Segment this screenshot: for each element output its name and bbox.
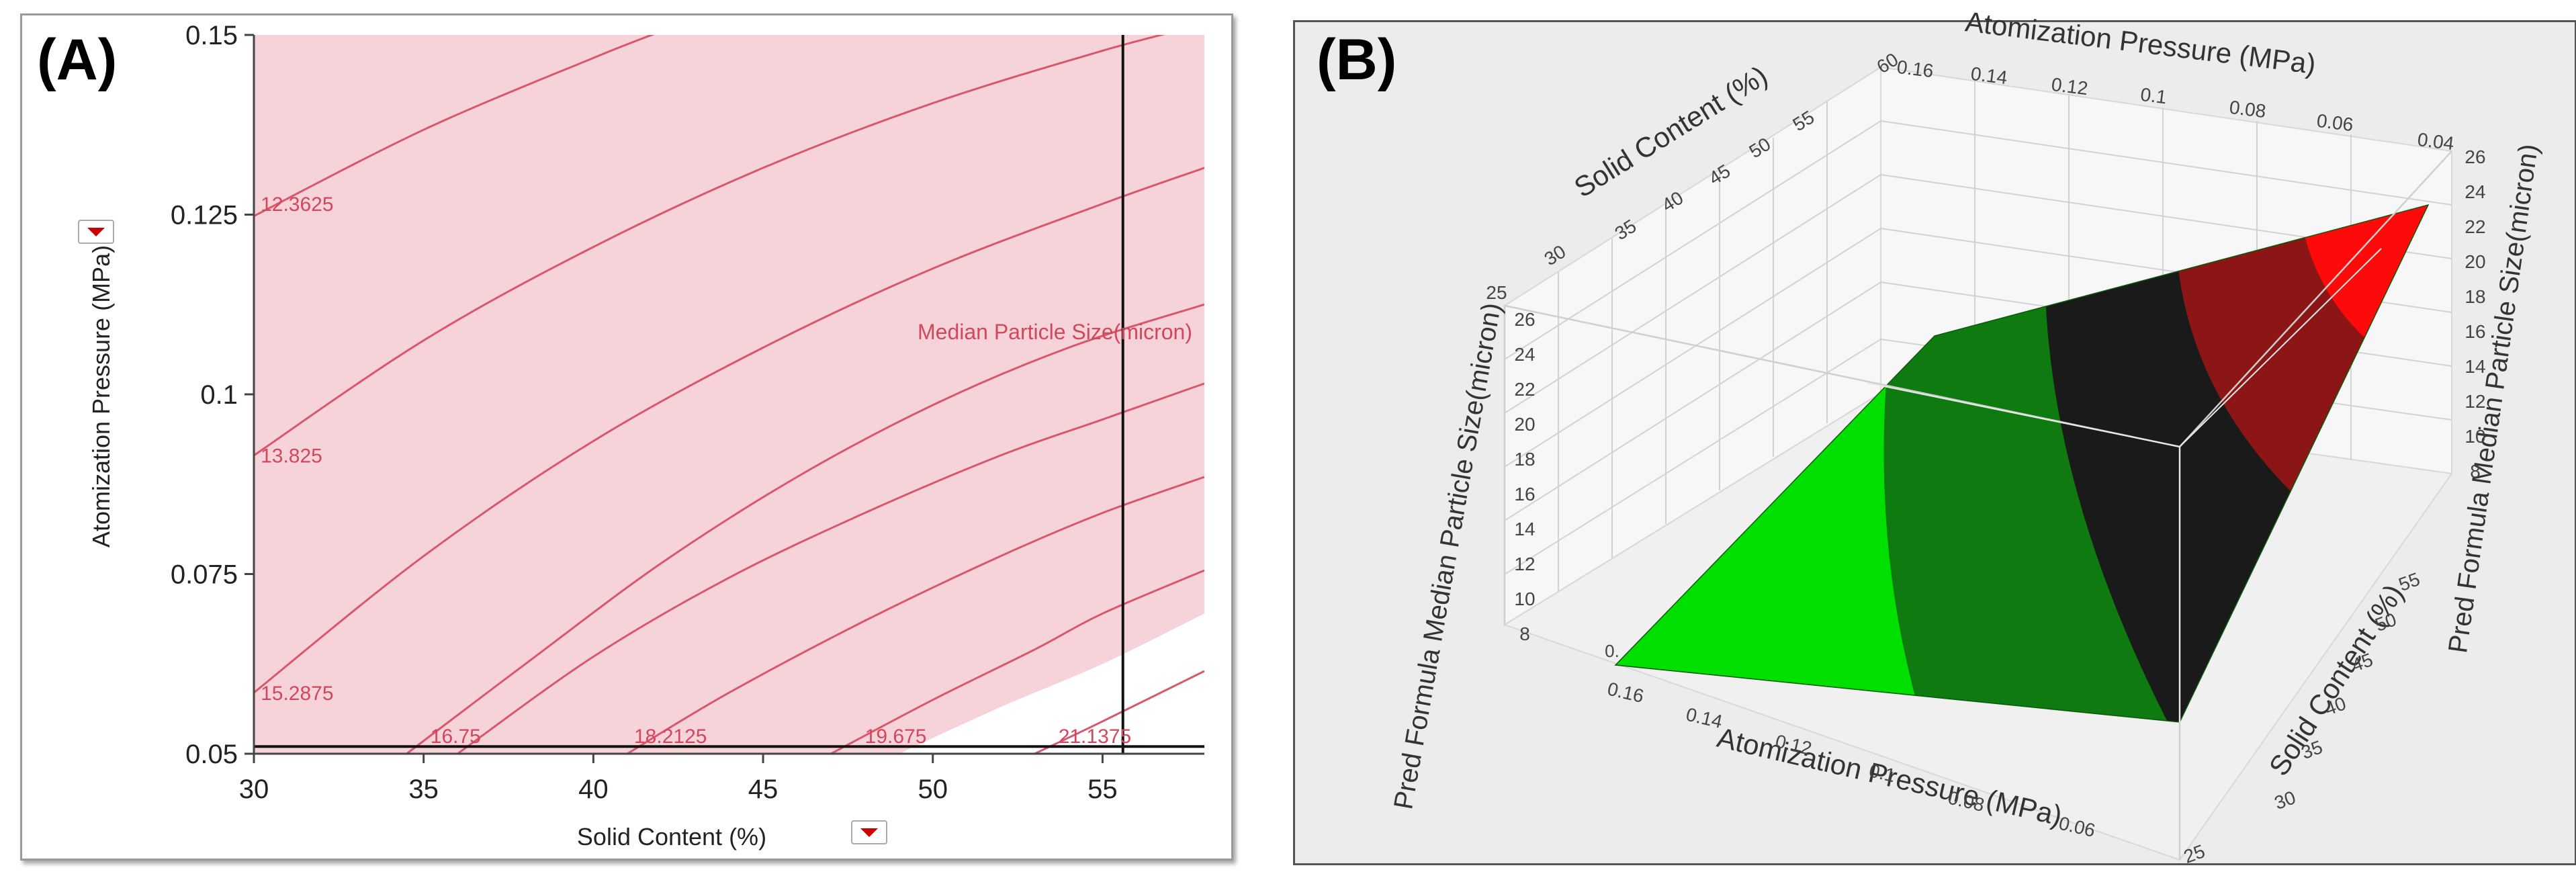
right-z-tick: 18 [2464, 286, 2485, 307]
panel-b-letter: (B) [1317, 28, 1397, 92]
contour-line [457, 382, 1204, 754]
right-z-tick: 24 [2464, 181, 2485, 202]
y-axis-title: Atomization Pressure (MPa) [87, 245, 115, 548]
right-z-tick: 10 [2464, 426, 2485, 447]
bottom-pressure-tick: 0.14 [1684, 704, 1724, 732]
top-solid-tick: 30 [1541, 241, 1570, 270]
right-vertical-axis-title: Pred Formula Median Particle Size(micron… [2443, 142, 2544, 655]
y-tick-label: 0.125 [171, 201, 238, 230]
left-z-tick: 10 [1514, 588, 1535, 609]
y-tick-label: 0.1 [200, 380, 238, 410]
x-tick-label: 30 [239, 775, 269, 804]
left-z-tick: 25 [1486, 282, 1507, 303]
top-pressure-tick: 0.14 [1969, 63, 2008, 88]
contour-labels: 12.3625 13.825 15.2875 16.75 18.2125 19.675 21… [261, 193, 1131, 748]
feasible-region [254, 35, 1204, 754]
x-tick-label: 35 [408, 775, 439, 804]
left-z-tick: 26 [1514, 309, 1535, 330]
y-tick-label: 0.075 [171, 560, 238, 590]
contour-line [254, 35, 655, 217]
left-z-tick: 14 [1514, 519, 1535, 539]
left-z-tick: 20 [1514, 414, 1535, 435]
bottom-pressure-tick: 0.16 [1605, 678, 1646, 707]
chevron-down-icon [87, 228, 105, 236]
crosshair [254, 35, 1204, 754]
right-z-tick: 26 [2464, 146, 2485, 167]
x-axis-dropdown[interactable] [851, 820, 887, 844]
right-z-tick: 14 [2464, 356, 2485, 377]
y-tick-label: 0.05 [185, 740, 238, 769]
left-z-tick: 18 [1514, 449, 1535, 470]
panel-a-letter: (A) [37, 28, 118, 92]
top-axis-title: Atomization Pressure (MPa) [1963, 5, 2317, 80]
contour-line [627, 476, 1204, 754]
contour-lines [254, 35, 1204, 754]
response-label: Median Particle Size(micron) [918, 320, 1192, 344]
right-z-tick: 16 [2464, 321, 2485, 342]
surface-edge-highlight [2179, 248, 2382, 447]
left-z-tick: 22 [1514, 379, 1535, 400]
right-z-tick: 12 [2464, 391, 2485, 412]
y-axis-dropdown[interactable] [78, 220, 114, 244]
x-tick-label: 50 [918, 775, 948, 804]
contour-label: 13.825 [261, 445, 322, 468]
x-tick-label: 40 [578, 775, 609, 804]
chevron-down-icon [860, 828, 878, 837]
top-pressure-tick: 0.06 [2315, 110, 2354, 135]
top-pressure-tick: 0.1 [2139, 84, 2168, 108]
bottom-pressure-tick: 0. [1605, 641, 1619, 661]
left-z-tick: 12 [1514, 554, 1535, 574]
contour-line [406, 303, 1204, 754]
right-z-tick: 20 [2464, 251, 2485, 272]
contour-line [830, 569, 1204, 754]
top-pressure-tick: 0.16 [1896, 56, 1935, 81]
surface-edge-highlight [1867, 382, 2180, 447]
contour-line [254, 35, 1165, 457]
contour-label: 16.75 [431, 726, 481, 748]
right-solid-tick: 30 [2272, 787, 2299, 814]
left-z-tick: 16 [1514, 484, 1535, 505]
surface-outline [1614, 204, 2430, 723]
right-z-tick: 8 [2470, 461, 2481, 482]
top-pressure-tick: 0.12 [2050, 74, 2089, 99]
contour-label: 15.2875 [261, 683, 333, 705]
contour-label: 18.2125 [634, 726, 707, 748]
contour-label: 12.3625 [261, 193, 333, 216]
x-tick-label: 55 [1087, 775, 1118, 804]
left-vertical-axis-title: Pred Formula Median Particle Size(micron… [1388, 300, 1507, 812]
right-z-tick: 22 [2464, 216, 2485, 237]
left-z-tick: 24 [1514, 344, 1535, 365]
x-tick-label: 45 [748, 775, 779, 804]
y-tick-label: 0.15 [185, 21, 238, 50]
contour-label: 19.675 [865, 726, 927, 748]
left-z-tick: 8 [1519, 623, 1530, 644]
x-axis-title: Solid Content (%) [577, 823, 766, 850]
top-pressure-tick: 0.08 [2228, 97, 2267, 122]
axes: 30 35 40 45 50 55 0.05 0.075 0.1 0.125 0.15 [171, 21, 1204, 804]
contour-label: 21.1375 [1059, 726, 1131, 748]
contour-line [254, 167, 1204, 694]
top-pressure-tick: 0.04 [2416, 129, 2455, 154]
